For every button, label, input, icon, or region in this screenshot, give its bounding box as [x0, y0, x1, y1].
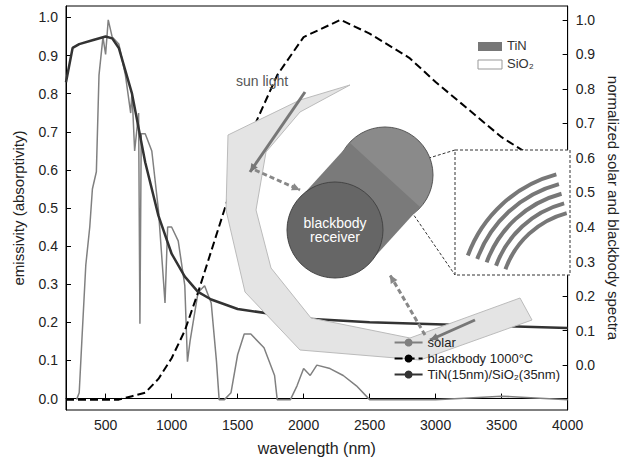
svg-text:0.1: 0.1	[39, 352, 59, 368]
svg-text:normalized solar and blackbody: normalized solar and blackbody spectra	[605, 76, 622, 341]
svg-text:0.5: 0.5	[39, 200, 59, 216]
svg-text:0.1: 0.1	[576, 323, 596, 339]
svg-text:1.0: 1.0	[576, 12, 596, 28]
svg-text:receiver: receiver	[310, 229, 360, 245]
svg-text:wavelength (nm): wavelength (nm)	[257, 440, 376, 457]
svg-text:0.5: 0.5	[576, 184, 596, 200]
svg-text:TiN(15nm)/SiO₂(35nm): TiN(15nm)/SiO₂(35nm)	[428, 367, 560, 382]
svg-text:0.4: 0.4	[576, 219, 596, 235]
svg-text:1500: 1500	[222, 417, 253, 433]
svg-text:emissivity (absorptivity): emissivity (absorptivity)	[10, 130, 27, 285]
svg-text:0.2: 0.2	[39, 314, 59, 330]
svg-text:4000: 4000	[552, 417, 583, 433]
svg-text:0.7: 0.7	[576, 115, 596, 131]
svg-text:0.9: 0.9	[576, 46, 596, 62]
svg-text:1000: 1000	[156, 417, 187, 433]
svg-text:500: 500	[94, 417, 118, 433]
svg-text:0.0: 0.0	[576, 357, 596, 373]
svg-text:0.6: 0.6	[576, 150, 596, 166]
svg-text:0.3: 0.3	[576, 254, 596, 270]
svg-text:sun light: sun light	[236, 73, 288, 89]
svg-text:0.2: 0.2	[576, 288, 596, 304]
svg-text:2500: 2500	[354, 417, 385, 433]
svg-text:2000: 2000	[288, 417, 319, 433]
svg-text:3000: 3000	[420, 417, 451, 433]
svg-text:TiN: TiN	[507, 38, 527, 53]
svg-text:0.9: 0.9	[39, 48, 59, 64]
svg-text:0.6: 0.6	[39, 162, 59, 178]
svg-text:0.4: 0.4	[39, 238, 59, 254]
svg-text:0.8: 0.8	[576, 81, 596, 97]
svg-text:SiO₂: SiO₂	[507, 56, 534, 71]
svg-text:1.0: 1.0	[39, 9, 59, 25]
svg-text:0.0: 0.0	[39, 391, 59, 407]
svg-text:0.3: 0.3	[39, 276, 59, 292]
svg-text:blackbody 1000°C: blackbody 1000°C	[428, 351, 534, 366]
svg-text:0.7: 0.7	[39, 124, 59, 140]
svg-text:0.8: 0.8	[39, 86, 59, 102]
svg-text:blackbody: blackbody	[303, 215, 367, 231]
svg-text:solar: solar	[428, 335, 457, 350]
svg-text:3500: 3500	[486, 417, 517, 433]
